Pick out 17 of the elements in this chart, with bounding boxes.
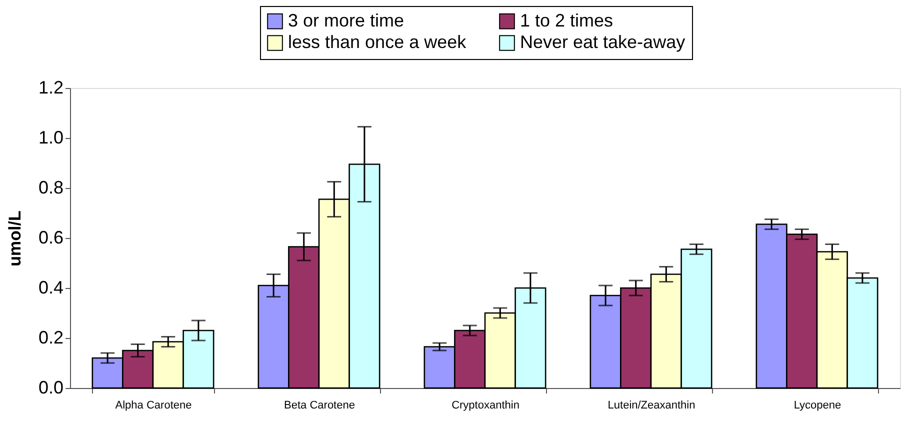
x-tick-label: Lutein/Zeaxanthin	[608, 400, 696, 412]
legend-label: less than once a week	[288, 32, 468, 52]
legend-label: 1 to 2 times	[520, 10, 614, 30]
legend-label: Never eat take-away	[520, 32, 686, 52]
x-tick-label: Beta Carotene	[284, 400, 355, 412]
y-axis-title: umol/L	[5, 210, 24, 266]
x-tick-label: Cryptoxanthin	[452, 400, 520, 412]
y-tick-label: 0.6	[38, 228, 64, 248]
x-tick-label: Lycopene	[794, 400, 842, 412]
y-tick-label: 1.2	[38, 78, 64, 98]
y-tick-label: 0.2	[38, 328, 64, 348]
legend-label: 3 or more time	[288, 10, 404, 30]
x-tick-label: Alpha Carotene	[115, 400, 192, 412]
y-tick-label: 1.0	[38, 128, 64, 148]
y-tick-label: 0.4	[38, 278, 64, 298]
y-tick-label: 0.0	[38, 378, 64, 398]
y-tick-label: 0.8	[38, 178, 64, 198]
